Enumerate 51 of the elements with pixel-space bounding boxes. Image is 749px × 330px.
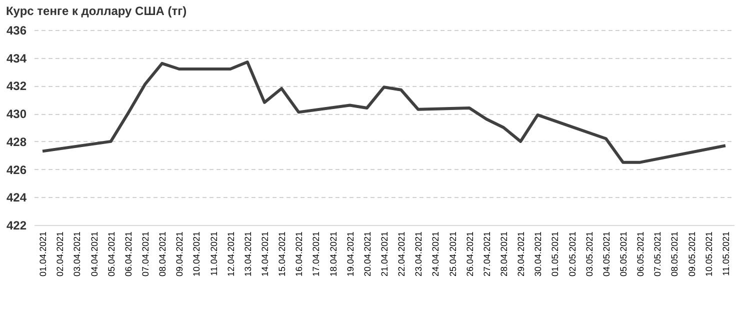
x-tick-label: 23.04.2021 — [414, 232, 424, 277]
x-tick-label: 12.04.2021 — [226, 232, 236, 277]
y-tick-label: 428 — [6, 134, 27, 149]
x-tick-label: 27.04.2021 — [482, 232, 492, 277]
x-tick-label: 10.05.2021 — [704, 232, 714, 277]
x-tick-label: 26.04.2021 — [464, 232, 475, 277]
y-tick-label: 436 — [6, 24, 27, 38]
x-tick-label: 03.04.2021 — [72, 232, 82, 277]
x-tick-label: 06.04.2021 — [123, 232, 134, 277]
y-tick-label: 434 — [6, 51, 27, 66]
x-tick-label: 28.04.2021 — [499, 232, 510, 277]
x-tick-label: 13.04.2021 — [242, 232, 253, 277]
x-tick-label: 25.04.2021 — [448, 232, 458, 277]
x-tick-label: 11.04.2021 — [208, 232, 219, 276]
x-tick-label: 16.04.2021 — [294, 232, 304, 277]
chart-title: Курс тенге к доллару США (тг) — [6, 4, 187, 18]
x-tick-label: 01.05.2021 — [550, 232, 560, 277]
x-tick-label: 09.04.2021 — [174, 232, 185, 277]
x-tick-label: 09.05.2021 — [686, 232, 697, 277]
x-tick-label: 29.04.2021 — [516, 232, 526, 277]
x-tick-label: 21.04.2021 — [380, 232, 390, 277]
x-tick-label: 03.05.2021 — [584, 232, 594, 277]
x-tick-label: 15.04.2021 — [277, 232, 288, 277]
line-series — [41, 60, 727, 164]
x-tick-label: 07.05.2021 — [652, 232, 663, 277]
y-tick-label: 426 — [6, 162, 27, 177]
y-tick-label: 432 — [6, 79, 27, 94]
x-tick-label: 05.04.2021 — [106, 232, 116, 277]
x-tick-label: 02.04.2021 — [55, 232, 66, 277]
x-tick-label: 19.04.2021 — [345, 232, 356, 277]
x-tick-label: 06.05.2021 — [636, 232, 646, 277]
x-tick-label: 05.05.2021 — [618, 232, 629, 277]
x-tick-label: 17.04.2021 — [311, 232, 322, 277]
x-tick-label: 08.05.2021 — [670, 232, 680, 277]
x-tick-label: 30.04.2021 — [533, 232, 544, 277]
x-tick-label: 10.04.2021 — [192, 232, 202, 277]
x-tick-label: 14.04.2021 — [260, 232, 270, 277]
x-tick-label: 22.04.2021 — [396, 232, 407, 277]
x-tick-label: 04.05.2021 — [601, 232, 612, 277]
y-tick-label: 430 — [6, 107, 27, 122]
x-tick-label: 07.04.2021 — [140, 232, 150, 277]
x-tick-label: 08.04.2021 — [158, 232, 168, 277]
x-tick-label: 24.04.2021 — [430, 232, 441, 277]
y-tick-label: 422 — [6, 218, 27, 232]
y-tick-label: 424 — [6, 190, 27, 205]
x-tick-label: 20.04.2021 — [362, 232, 372, 277]
x-tick-label: 11.05.2021 — [720, 232, 731, 276]
x-tick-label: 02.05.2021 — [567, 232, 578, 277]
x-tick-label: 04.04.2021 — [89, 232, 100, 277]
x-tick-label: 01.04.2021 — [38, 232, 48, 277]
x-tick-label: 18.04.2021 — [328, 232, 338, 277]
